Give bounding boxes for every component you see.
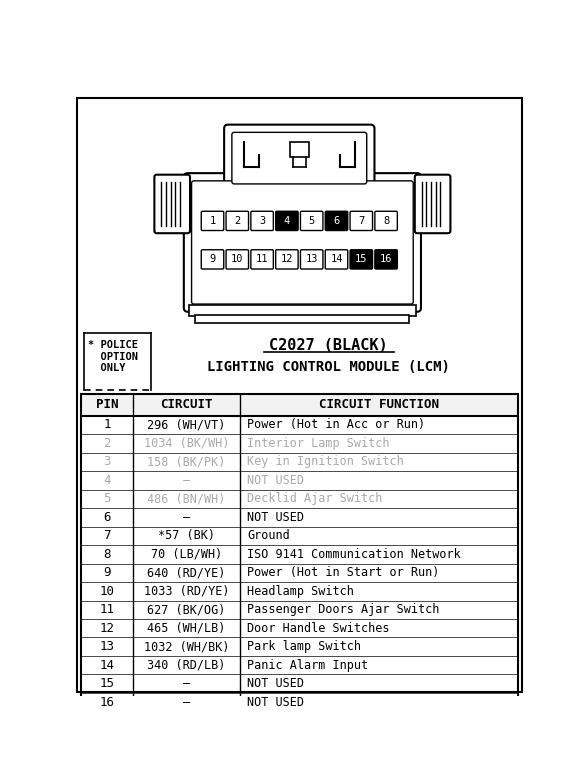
Text: Passenger Doors Ajar Switch: Passenger Doors Ajar Switch	[248, 603, 440, 616]
Text: 8: 8	[103, 548, 111, 561]
Bar	[290, 142, 308, 157]
Text: 7: 7	[358, 216, 364, 226]
Text: 10: 10	[100, 585, 114, 597]
Text: 12: 12	[281, 254, 293, 264]
Text: NOT USED: NOT USED	[248, 511, 304, 524]
Text: LIGHTING CONTROL MODULE (LCM): LIGHTING CONTROL MODULE (LCM)	[207, 361, 450, 375]
Text: 6: 6	[103, 511, 111, 524]
Text: –: –	[183, 474, 190, 487]
FancyBboxPatch shape	[201, 249, 224, 269]
Text: 15: 15	[355, 254, 367, 264]
Text: 16: 16	[380, 254, 392, 264]
Text: 2: 2	[234, 216, 241, 226]
Text: NOT USED: NOT USED	[248, 696, 304, 708]
FancyBboxPatch shape	[276, 211, 298, 231]
Text: 486 (BN/WH): 486 (BN/WH)	[147, 493, 226, 505]
Text: Panic Alarm Input: Panic Alarm Input	[248, 658, 369, 672]
Text: –: –	[183, 511, 190, 524]
FancyBboxPatch shape	[251, 249, 273, 269]
Text: ISO 9141 Communication Network: ISO 9141 Communication Network	[248, 548, 461, 561]
FancyBboxPatch shape	[196, 315, 409, 322]
Text: 7: 7	[103, 529, 111, 543]
Text: 3: 3	[103, 455, 111, 468]
Text: 1032 (WH/BK): 1032 (WH/BK)	[144, 640, 230, 653]
FancyBboxPatch shape	[189, 305, 416, 317]
Text: 1: 1	[103, 418, 111, 432]
Text: CIRCUIT: CIRCUIT	[160, 398, 213, 411]
FancyBboxPatch shape	[325, 211, 347, 231]
Text: 5: 5	[308, 216, 315, 226]
Text: Key in Ignition Switch: Key in Ignition Switch	[248, 455, 404, 468]
Text: 16: 16	[100, 696, 114, 708]
FancyBboxPatch shape	[154, 174, 190, 233]
Text: NOT USED: NOT USED	[248, 677, 304, 691]
Text: 6: 6	[333, 216, 340, 226]
Text: Headlamp Switch: Headlamp Switch	[248, 585, 354, 597]
Text: Interior Lamp Switch: Interior Lamp Switch	[248, 437, 390, 450]
Text: 15: 15	[100, 677, 114, 691]
Text: 14: 14	[330, 254, 343, 264]
Text: C2027 (BLACK): C2027 (BLACK)	[269, 338, 388, 353]
FancyBboxPatch shape	[350, 211, 373, 231]
FancyBboxPatch shape	[415, 174, 450, 233]
Text: Power (Hot in Acc or Run): Power (Hot in Acc or Run)	[248, 418, 426, 432]
Text: * POLICE
  OPTION
  ONLY: * POLICE OPTION ONLY	[89, 340, 138, 374]
Text: 14: 14	[100, 658, 114, 672]
Text: 158 (BK/PK): 158 (BK/PK)	[147, 455, 226, 468]
Text: 4: 4	[284, 216, 290, 226]
FancyBboxPatch shape	[375, 211, 397, 231]
Text: 640 (RD/YE): 640 (RD/YE)	[147, 566, 226, 579]
Text: 9: 9	[210, 254, 215, 264]
FancyBboxPatch shape	[232, 132, 367, 184]
Text: 1034 (BK/WH): 1034 (BK/WH)	[144, 437, 230, 450]
Text: Ground: Ground	[248, 529, 290, 543]
Text: Decklid Ajar Switch: Decklid Ajar Switch	[248, 493, 383, 505]
Text: 4: 4	[103, 474, 111, 487]
Text: 5: 5	[103, 493, 111, 505]
FancyBboxPatch shape	[375, 249, 397, 269]
Text: –: –	[183, 696, 190, 708]
FancyBboxPatch shape	[276, 249, 298, 269]
Text: 3: 3	[259, 216, 265, 226]
Text: Power (Hot in Start or Run): Power (Hot in Start or Run)	[248, 566, 440, 579]
Text: CIRCUIT FUNCTION: CIRCUIT FUNCTION	[319, 398, 439, 411]
Bar	[81, 394, 518, 416]
FancyBboxPatch shape	[350, 249, 373, 269]
FancyBboxPatch shape	[192, 181, 413, 304]
FancyBboxPatch shape	[201, 211, 224, 231]
Text: 11: 11	[256, 254, 269, 264]
FancyBboxPatch shape	[325, 249, 347, 269]
Text: 465 (WH/LB): 465 (WH/LB)	[147, 622, 226, 635]
Text: 13: 13	[100, 640, 114, 653]
FancyBboxPatch shape	[300, 211, 323, 231]
Text: NOT USED: NOT USED	[248, 474, 304, 487]
Text: 627 (BK/OG): 627 (BK/OG)	[147, 603, 226, 616]
Text: 12: 12	[100, 622, 114, 635]
Text: 9: 9	[103, 566, 111, 579]
Text: 340 (RD/LB): 340 (RD/LB)	[147, 658, 226, 672]
Text: 2: 2	[103, 437, 111, 450]
FancyBboxPatch shape	[224, 124, 374, 190]
FancyBboxPatch shape	[226, 249, 249, 269]
Bar	[81, 394, 518, 712]
Text: 70 (LB/WH): 70 (LB/WH)	[151, 548, 222, 561]
Text: 11: 11	[100, 603, 114, 616]
FancyBboxPatch shape	[300, 249, 323, 269]
Text: PIN: PIN	[96, 398, 119, 411]
FancyBboxPatch shape	[226, 211, 249, 231]
Text: 1: 1	[210, 216, 215, 226]
Text: 10: 10	[231, 254, 244, 264]
Text: 8: 8	[383, 216, 389, 226]
Text: 296 (WH/VT): 296 (WH/VT)	[147, 418, 226, 432]
FancyBboxPatch shape	[184, 173, 421, 312]
Text: Door Handle Switches: Door Handle Switches	[248, 622, 390, 635]
Text: –: –	[183, 677, 190, 691]
Text: 1033 (RD/YE): 1033 (RD/YE)	[144, 585, 230, 597]
Text: *57 (BK): *57 (BK)	[158, 529, 215, 543]
Text: 13: 13	[305, 254, 318, 264]
FancyBboxPatch shape	[251, 211, 273, 231]
Text: Park lamp Switch: Park lamp Switch	[248, 640, 361, 653]
